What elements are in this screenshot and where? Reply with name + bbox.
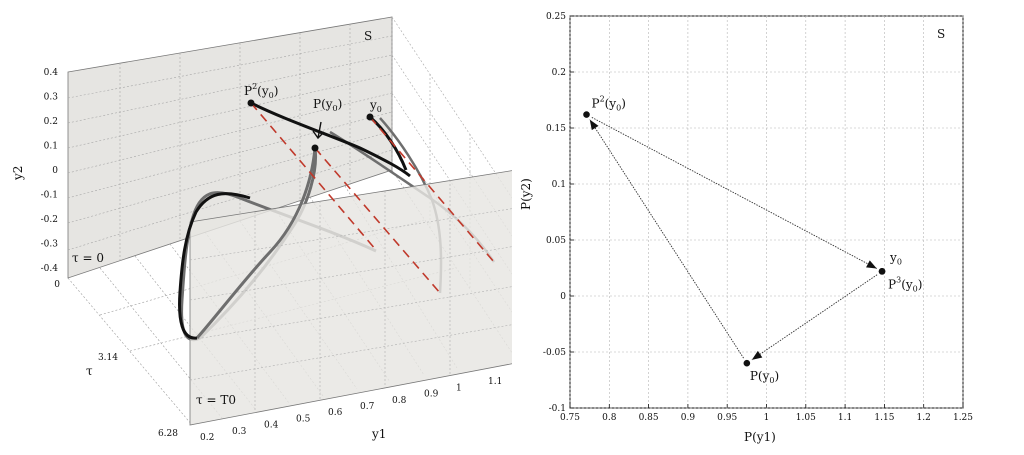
tau-tick-label: 0: [54, 280, 60, 290]
y-tick-label: 0.15: [546, 124, 566, 134]
map-point-label: P3(y0): [888, 275, 922, 293]
y-axis-label: P(y2): [519, 178, 533, 210]
projection-lines: [250, 102, 495, 294]
y-tick-label: -0.1: [549, 404, 566, 414]
x-tick-label: 0.9: [681, 413, 696, 423]
points: y0 P(y0) P2(y0) P3(y0): [583, 95, 922, 385]
y2-tick-label: -0.2: [41, 215, 58, 225]
x-tick-label: 1.05: [796, 413, 816, 423]
map-point: [583, 111, 590, 118]
y2-tick-label: 0.3: [44, 93, 59, 103]
tau-tick-label: 3.14: [98, 353, 118, 363]
y1-tick-label: 1: [456, 383, 462, 393]
y1-tick-label: 0.9: [424, 390, 439, 400]
y-tick-label: -0.05: [543, 348, 566, 358]
plane-label-tau-0: τ = 0: [72, 251, 104, 265]
point-p-y0: [311, 144, 319, 152]
x-tick-label: 0.75: [560, 413, 580, 423]
y-tick-label: 0.2: [552, 68, 566, 78]
y2-tick-label: 0.4: [44, 68, 59, 78]
label-p2-y0: P2(y0): [244, 82, 278, 100]
y2-tick-label: -0.1: [41, 191, 58, 201]
y1-tick-label: 1.1: [488, 377, 502, 387]
arrows: [589, 116, 878, 361]
y2-tick-label: 0.2: [44, 117, 58, 127]
trajectory-3d-plot: P2(y0) P(y0) y0 S τ = 0 τ = T0 y2 y1 τ 0…: [11, 16, 512, 443]
y1-tick-label: 0.2: [200, 433, 214, 443]
map-point: [743, 359, 751, 367]
x-axis-label: P(y1): [744, 430, 776, 444]
front-panel-grid: [189, 180, 512, 413]
surface-label-S: S: [364, 29, 372, 43]
y2-tick-label: 0: [52, 166, 58, 176]
point-y0: [366, 113, 374, 121]
plane-tau-T0: [189, 170, 512, 426]
x-tick-label: 0.95: [717, 413, 737, 423]
y2-tick-label: 0.1: [44, 142, 58, 152]
y1-tick-label: 0.7: [360, 402, 375, 412]
x-tick-label: 0.85: [639, 413, 659, 423]
map-arrow-head: [751, 350, 763, 360]
tick-labels: 0.75 0.8 0.85 0.9 0.95 1 1.05 1.1 1.15 1.2 1.25 0.2…: [543, 12, 973, 423]
trajectory-front: [250, 101, 411, 178]
tau-tick-label: 6.28: [158, 429, 178, 439]
y1-tick-label: 0.6: [328, 408, 343, 418]
surface-label-S: S: [937, 27, 945, 41]
trajectory-loop: [178, 192, 251, 340]
y1-tick-label: 0.3: [232, 427, 247, 437]
x-tick-label: 1.15: [874, 413, 894, 423]
y-tick-label: 0.25: [546, 12, 566, 22]
map-arrow-line: [589, 119, 744, 359]
y-tick-label: 0.1: [552, 180, 566, 190]
y1-axis-label: y1: [371, 427, 386, 441]
x-tick-label: 1: [764, 413, 770, 423]
y1-tick-label: 0.4: [264, 421, 279, 431]
y1-tick-label: 0.5: [296, 414, 311, 424]
map-point-label: P2(y0): [592, 95, 626, 113]
x-tick-label: 1.2: [917, 413, 931, 423]
y2-tick-label: -0.3: [41, 240, 59, 250]
y-tick-label: 0: [560, 292, 566, 302]
y1-tick-label: 0.8: [392, 396, 407, 406]
arrow-p-y0: [312, 121, 325, 140]
map-arrow-line: [751, 274, 878, 361]
point-p2-y0: [247, 99, 255, 107]
plane-label-tau-T0: τ = T0: [196, 393, 236, 407]
map-point-label: P(y0): [750, 369, 779, 385]
trajectory-front-3: [195, 147, 317, 340]
map-arrow-head: [866, 260, 877, 269]
grid: [569, 15, 964, 409]
label-p-y0: P(y0): [313, 97, 342, 113]
tau-axis-label: τ: [86, 364, 93, 378]
map-point-label: y0: [889, 250, 902, 266]
label-y0: y0: [369, 98, 382, 114]
y-tick-label: 0.05: [546, 236, 566, 246]
y2-tick-label: -0.4: [41, 264, 59, 274]
x-tick-label: 1.25: [953, 413, 973, 423]
map-point: [878, 268, 886, 275]
left-tick-labels: 0.4 0.3 0.2 0.1 0 -0.1 -0.2 -0.3 -0.4 0 3.14 6.28 0.…: [41, 68, 503, 443]
map-arrow-head: [589, 119, 599, 131]
back-panel-grid: [67, 24, 393, 261]
poincare-map-plot: 0.75 0.8 0.85 0.9 0.95 1 1.05 1.1 1.15 1.2 1.25 0.2…: [519, 12, 973, 444]
y2-axis-label: y2: [11, 166, 25, 181]
x-tick-label: 0.8: [602, 413, 617, 423]
map-arrow-line: [591, 116, 877, 269]
x-tick-label: 1.1: [838, 413, 852, 423]
